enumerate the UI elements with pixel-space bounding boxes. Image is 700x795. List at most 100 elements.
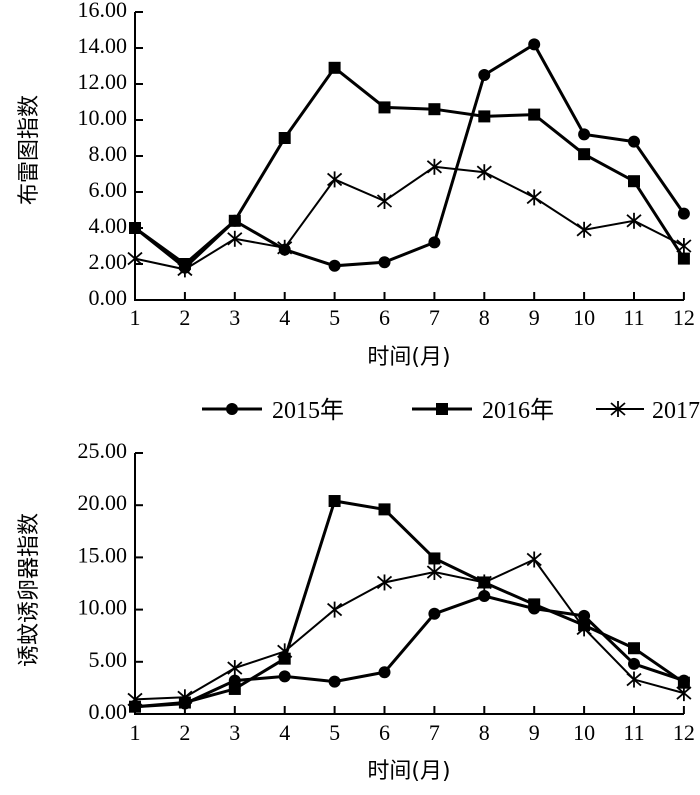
bottom-point-2015-5: [328, 675, 341, 688]
top-y-axis-title: 布雷图指数: [17, 95, 42, 205]
top-point-2015-7: [428, 236, 441, 249]
top-point-2016-10: [578, 148, 591, 161]
top-point-2017-11: [626, 212, 642, 229]
top-chart: 0.00 2.00 4.00 6.00 8.00 10.00 12.00 14.…: [17, 0, 695, 370]
top-point-2016-7: [428, 103, 441, 116]
top-x-tick-label-2: 3: [229, 305, 240, 330]
bottom-y-tick-label-0: 0.00: [89, 699, 128, 724]
bottom-point-2017-10: [576, 620, 592, 637]
legend-label-2015: 2015年: [272, 397, 344, 424]
bottom-point-2016-6: [378, 503, 391, 516]
top-point-2017-10: [576, 221, 592, 238]
top-point-2016-5: [328, 61, 341, 74]
legend: 2015年 2016年 2017年: [202, 397, 700, 424]
top-y-tick-label-4: 8.00: [89, 141, 128, 166]
top-y-tick-label-0: 0.00: [89, 285, 128, 310]
bottom-x-tick-label-0: 1: [130, 720, 141, 745]
top-x-tick-label-10: 11: [623, 305, 644, 330]
legend-item-2017: 2017年: [596, 397, 700, 424]
bottom-chart: 0.00 5.00 10.00 15.00 20.00 25.00 1 2 3 …: [17, 438, 695, 784]
top-point-2017-12: [676, 238, 692, 254]
top-x-tick-label-1: 2: [179, 305, 190, 330]
bottom-point-2017-12: [676, 685, 692, 702]
bottom-x-ticks: 1 2 3 4 5 6 7 8 9 10 11 12: [130, 706, 695, 745]
bottom-x-tick-label-4: 5: [329, 720, 340, 745]
top-y-tick-label-8: 16.00: [78, 0, 128, 22]
top-point-2017-9: [526, 189, 542, 206]
bottom-point-2015-11: [628, 657, 640, 670]
bottom-point-2017-11: [626, 671, 642, 688]
top-y-tick-label-6: 12.00: [78, 69, 128, 94]
top-y-tick-label-1: 2.00: [89, 249, 128, 274]
bottom-point-2017-1: [127, 691, 143, 708]
top-point-2016-4: [278, 132, 291, 144]
bottom-point-2017-9: [526, 551, 542, 568]
bottom-y-tick-label-2: 10.00: [78, 595, 128, 620]
top-point-2015-10: [578, 128, 591, 141]
legend-marker-square: [436, 403, 448, 415]
top-x-tick-label-7: 8: [479, 305, 490, 330]
bottom-point-2017-5: [327, 601, 343, 618]
top-x-tick-label-11: 12: [673, 305, 695, 330]
top-line-2016: [134, 65, 686, 266]
top-x-tick-label-0: 1: [130, 305, 141, 330]
top-point-2017-4: [277, 239, 293, 256]
bottom-point-2015-7: [428, 607, 441, 620]
top-x-tick-label-5: 6: [379, 305, 390, 330]
top-point-2015-8: [478, 69, 491, 81]
top-point-2015-12: [677, 207, 690, 220]
top-point-2015-5: [328, 259, 341, 272]
top-y-tick-label-5: 10.00: [78, 105, 128, 130]
top-x-tick-label-4: 5: [329, 305, 340, 330]
bottom-point-2017-3: [227, 660, 243, 677]
bottom-x-tick-label-5: 6: [379, 720, 390, 745]
bottom-point-2015-10: [578, 609, 591, 622]
top-y-ticks: 0.00 2.00 4.00 6.00 8.00 10.00 12.00 14.…: [78, 0, 143, 310]
bottom-markers: [127, 495, 692, 713]
bottom-point-2015-8: [478, 590, 491, 603]
top-point-2015-6: [378, 256, 391, 269]
top-y-tick-label-2: 4.00: [89, 213, 128, 238]
bottom-y-ticks: 0.00 5.00 10.00 15.00 20.00 25.00: [78, 438, 143, 724]
legend-item-2015: 2015年: [202, 397, 344, 424]
bottom-point-2016-7: [428, 552, 441, 565]
top-y-tick-label-7: 14.00: [78, 33, 128, 58]
bottom-point-2017-2: [177, 689, 193, 706]
bottom-y-tick-label-3: 15.00: [78, 542, 128, 567]
bottom-x-tick-label-3: 4: [279, 720, 290, 745]
bottom-point-2015-6: [378, 666, 391, 679]
legend-marker-asterisk: [610, 401, 626, 417]
bottom-point-2015-4: [278, 670, 291, 683]
bottom-y-tick-label-1: 5.00: [89, 647, 128, 672]
bottom-y-tick-label-5: 25.00: [78, 438, 128, 463]
top-point-2016-3: [228, 214, 241, 227]
bottom-point-2017-8: [476, 574, 492, 591]
top-point-2016-1: [129, 222, 141, 234]
bottom-point-2016-9: [528, 598, 541, 611]
bottom-point-2016-5: [328, 495, 341, 508]
legend-label-2016: 2016年: [482, 397, 554, 424]
bottom-point-2017-7: [426, 564, 442, 581]
bottom-x-tick-label-2: 3: [229, 720, 240, 745]
top-y-tick-label-3: 6.00: [89, 177, 128, 202]
bottom-x-tick-label-8: 9: [529, 720, 540, 745]
top-markers: [127, 38, 692, 278]
bottom-line-2017: [134, 558, 685, 701]
top-point-2016-8: [478, 110, 491, 123]
top-line-2017: [134, 165, 685, 271]
legend-item-2016: 2016年: [412, 397, 554, 424]
bottom-x-tick-label-9: 10: [573, 720, 595, 745]
top-point-2016-6: [378, 101, 391, 114]
top-x-tick-label-3: 4: [279, 305, 290, 330]
legend-label-2017: 2017年: [652, 397, 700, 424]
top-x-ticks: 1 2 3 4 5 6 7 8 9 10 11 12: [130, 292, 695, 330]
bottom-line-2016: [134, 499, 685, 709]
top-point-2015-11: [628, 135, 640, 148]
bottom-y-tick-label-4: 20.00: [78, 490, 128, 515]
bottom-x-tick-label-1: 2: [179, 720, 190, 745]
top-point-2016-9: [528, 108, 541, 121]
top-x-axis-title: 时间(月): [367, 345, 450, 370]
top-point-2016-12: [677, 252, 690, 265]
bottom-point-2017-6: [376, 574, 393, 591]
